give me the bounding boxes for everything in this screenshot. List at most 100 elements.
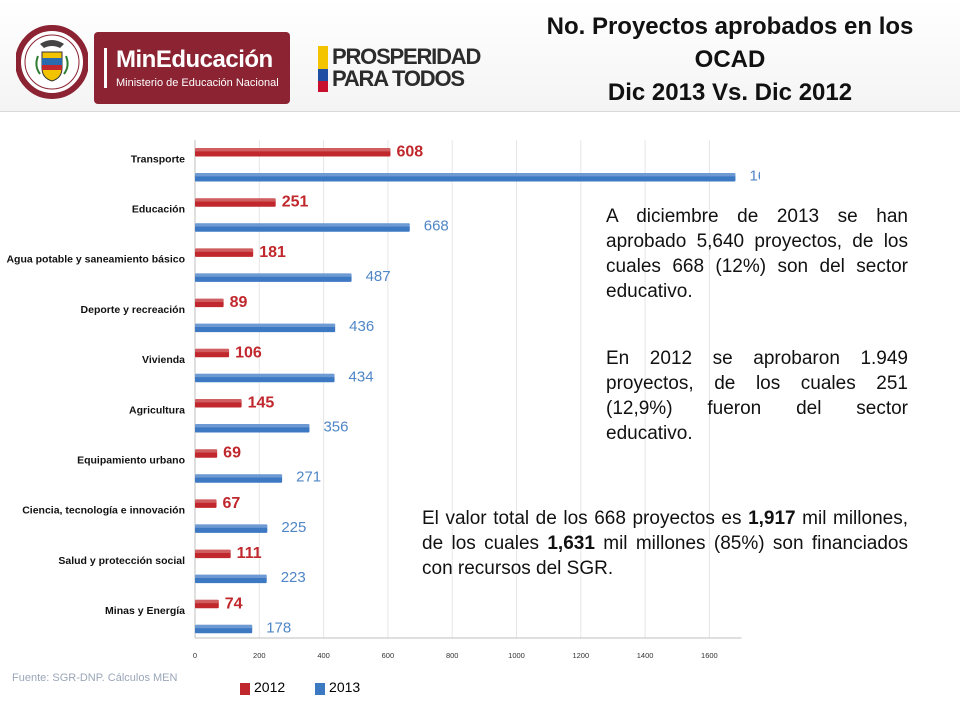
x-tick-label: 1000	[508, 651, 525, 660]
bar-2013	[195, 424, 310, 433]
x-tick-label: 400	[317, 651, 330, 660]
data-label-2012: 608	[396, 144, 423, 161]
bar-highlight-2012	[195, 449, 218, 453]
legend-item-2013: 2013	[315, 679, 360, 695]
category-label: Salud y protección social	[58, 555, 185, 567]
data-label-2012: 251	[282, 194, 309, 211]
data-label-2013: 668	[424, 218, 449, 235]
data-label-2013: 1681	[749, 168, 760, 185]
category-label: Minas y Energía	[105, 605, 185, 617]
data-label-2013: 434	[349, 368, 374, 385]
bar-highlight-2012	[195, 198, 276, 202]
p3-text-a: El valor total de los 668 proyectos es	[422, 508, 749, 529]
category-label: Vivienda	[142, 354, 185, 366]
bar-2012	[195, 148, 391, 157]
category-label: Agua potable y saneamiento básico	[6, 254, 185, 266]
category-label: Equipamiento urbano	[77, 454, 185, 466]
p3-total-value: 1,917	[748, 508, 796, 529]
data-label-2012: 89	[230, 294, 248, 311]
bar-highlight-2012	[195, 399, 242, 403]
bar-2013	[195, 474, 283, 483]
bar-2012	[195, 549, 231, 559]
bar-highlight-2012	[195, 248, 254, 252]
chart-legend: 2012 2013	[240, 678, 360, 695]
data-label-2013: 436	[349, 318, 374, 335]
data-label-2013: 271	[296, 469, 321, 486]
bar-highlight-2013	[195, 323, 336, 327]
colombia-flag-stripe	[318, 46, 328, 92]
bar-highlight-2013	[195, 373, 335, 378]
legend-label-2013: 2013	[329, 679, 361, 696]
x-tick-label: 1600	[701, 651, 718, 660]
colombia-coat-of-arms-logo	[16, 25, 88, 99]
bar-2013	[195, 574, 267, 584]
bar-2012	[195, 599, 219, 609]
bar-highlight-2012	[195, 148, 391, 152]
bar-highlight-2013	[195, 524, 268, 528]
legend-swatch-2012	[240, 682, 250, 695]
data-label-2012: 106	[235, 344, 262, 361]
bar-2013	[195, 624, 253, 634]
category-label: Deporte y recreación	[81, 304, 185, 316]
bar-highlight-2012	[195, 499, 217, 503]
p3-text-c: mil millones, de los cuales	[422, 508, 908, 554]
slide-title: No. Proyectos aprobados en los OCAD Dic …	[500, 10, 960, 109]
bar-2013	[195, 373, 335, 383]
bar-2012	[195, 499, 217, 508]
ministry-logo-subtitle: Ministerio de Educación Nacional	[116, 77, 279, 89]
slide-title-line2: OCAD	[694, 46, 766, 73]
bar-2013	[195, 173, 736, 182]
legend-label-2012: 2012	[254, 679, 286, 696]
data-label-2012: 69	[223, 445, 241, 462]
bar-highlight-2012	[195, 549, 231, 553]
slide-title-line3: Dic 2013 Vs. Dic 2012	[607, 79, 853, 106]
data-label-2013: 223	[281, 569, 306, 586]
bar-2012	[195, 449, 218, 458]
bar-2012	[195, 348, 230, 358]
prosperidad-logo: PROSPERIDAD PARA TODOS	[318, 44, 493, 94]
paragraph-2012-summary: En 2012 se aprobaron 1.949 proyectos, de…	[606, 348, 908, 444]
p3-text-e: mil millones (85%) son financiados con r…	[422, 533, 908, 579]
legend-swatch-2013	[315, 682, 326, 695]
data-label-2012: 67	[223, 495, 241, 512]
data-label-2013: 178	[266, 619, 291, 636]
bar-2013	[195, 323, 336, 333]
ministry-logo: MinEducación Ministerio de Educación Nac…	[94, 32, 290, 104]
paragraph-total-value: El valor total de los 668 proyectos es 1…	[422, 506, 908, 581]
slide-title-line1: No. Proyectos aprobados en los	[546, 13, 914, 40]
bar-highlight-2013	[195, 474, 283, 478]
x-tick-label: 600	[382, 651, 395, 660]
ministry-logo-divider	[104, 48, 107, 88]
data-label-2012: 145	[248, 395, 275, 412]
bar-2013	[195, 223, 410, 232]
prosperidad-line1: PROSPERIDAD	[332, 44, 481, 69]
data-label-2012: 181	[259, 244, 286, 261]
data-label-2013: 225	[281, 519, 306, 536]
bar-highlight-2012	[195, 298, 224, 302]
slide-header: MinEducación Ministerio de Educación Nac…	[0, 0, 960, 112]
bar-highlight-2013	[195, 273, 352, 277]
data-label-2013: 356	[323, 419, 348, 436]
bar-highlight-2013	[195, 173, 736, 177]
paragraph-2013-summary: A diciembre de 2013 se han aprobado 5,64…	[606, 206, 908, 302]
bar-2013	[195, 524, 268, 533]
bar-highlight-2012	[195, 348, 230, 353]
data-label-2012: 74	[225, 595, 243, 612]
prosperidad-line2: PARA TODOS	[332, 66, 465, 91]
projects-bar-chart: 0 200 400 600 800 1000 1200 1400 1600 Transporte 6…	[6, 140, 760, 660]
bar-2012	[195, 298, 224, 308]
ministry-logo-name: MinEducación	[116, 46, 273, 73]
source-note: Fuente: SGR-DNP. Cálculos MEN	[12, 672, 178, 684]
bar-highlight-2013	[195, 574, 267, 578]
category-label: Educación	[132, 203, 185, 215]
data-label-2013: 487	[366, 268, 391, 285]
bar-highlight-2013	[195, 223, 410, 227]
x-tick-label: 0	[193, 651, 197, 660]
category-label: Transporte	[131, 153, 185, 165]
bar-highlight-2013	[195, 424, 310, 428]
data-label-2012: 111	[237, 545, 262, 562]
x-tick-label: 1200	[572, 651, 589, 660]
bar-2012	[195, 248, 254, 257]
bar-2012	[195, 198, 276, 207]
p3-sgr-value: 1,631	[547, 533, 595, 554]
